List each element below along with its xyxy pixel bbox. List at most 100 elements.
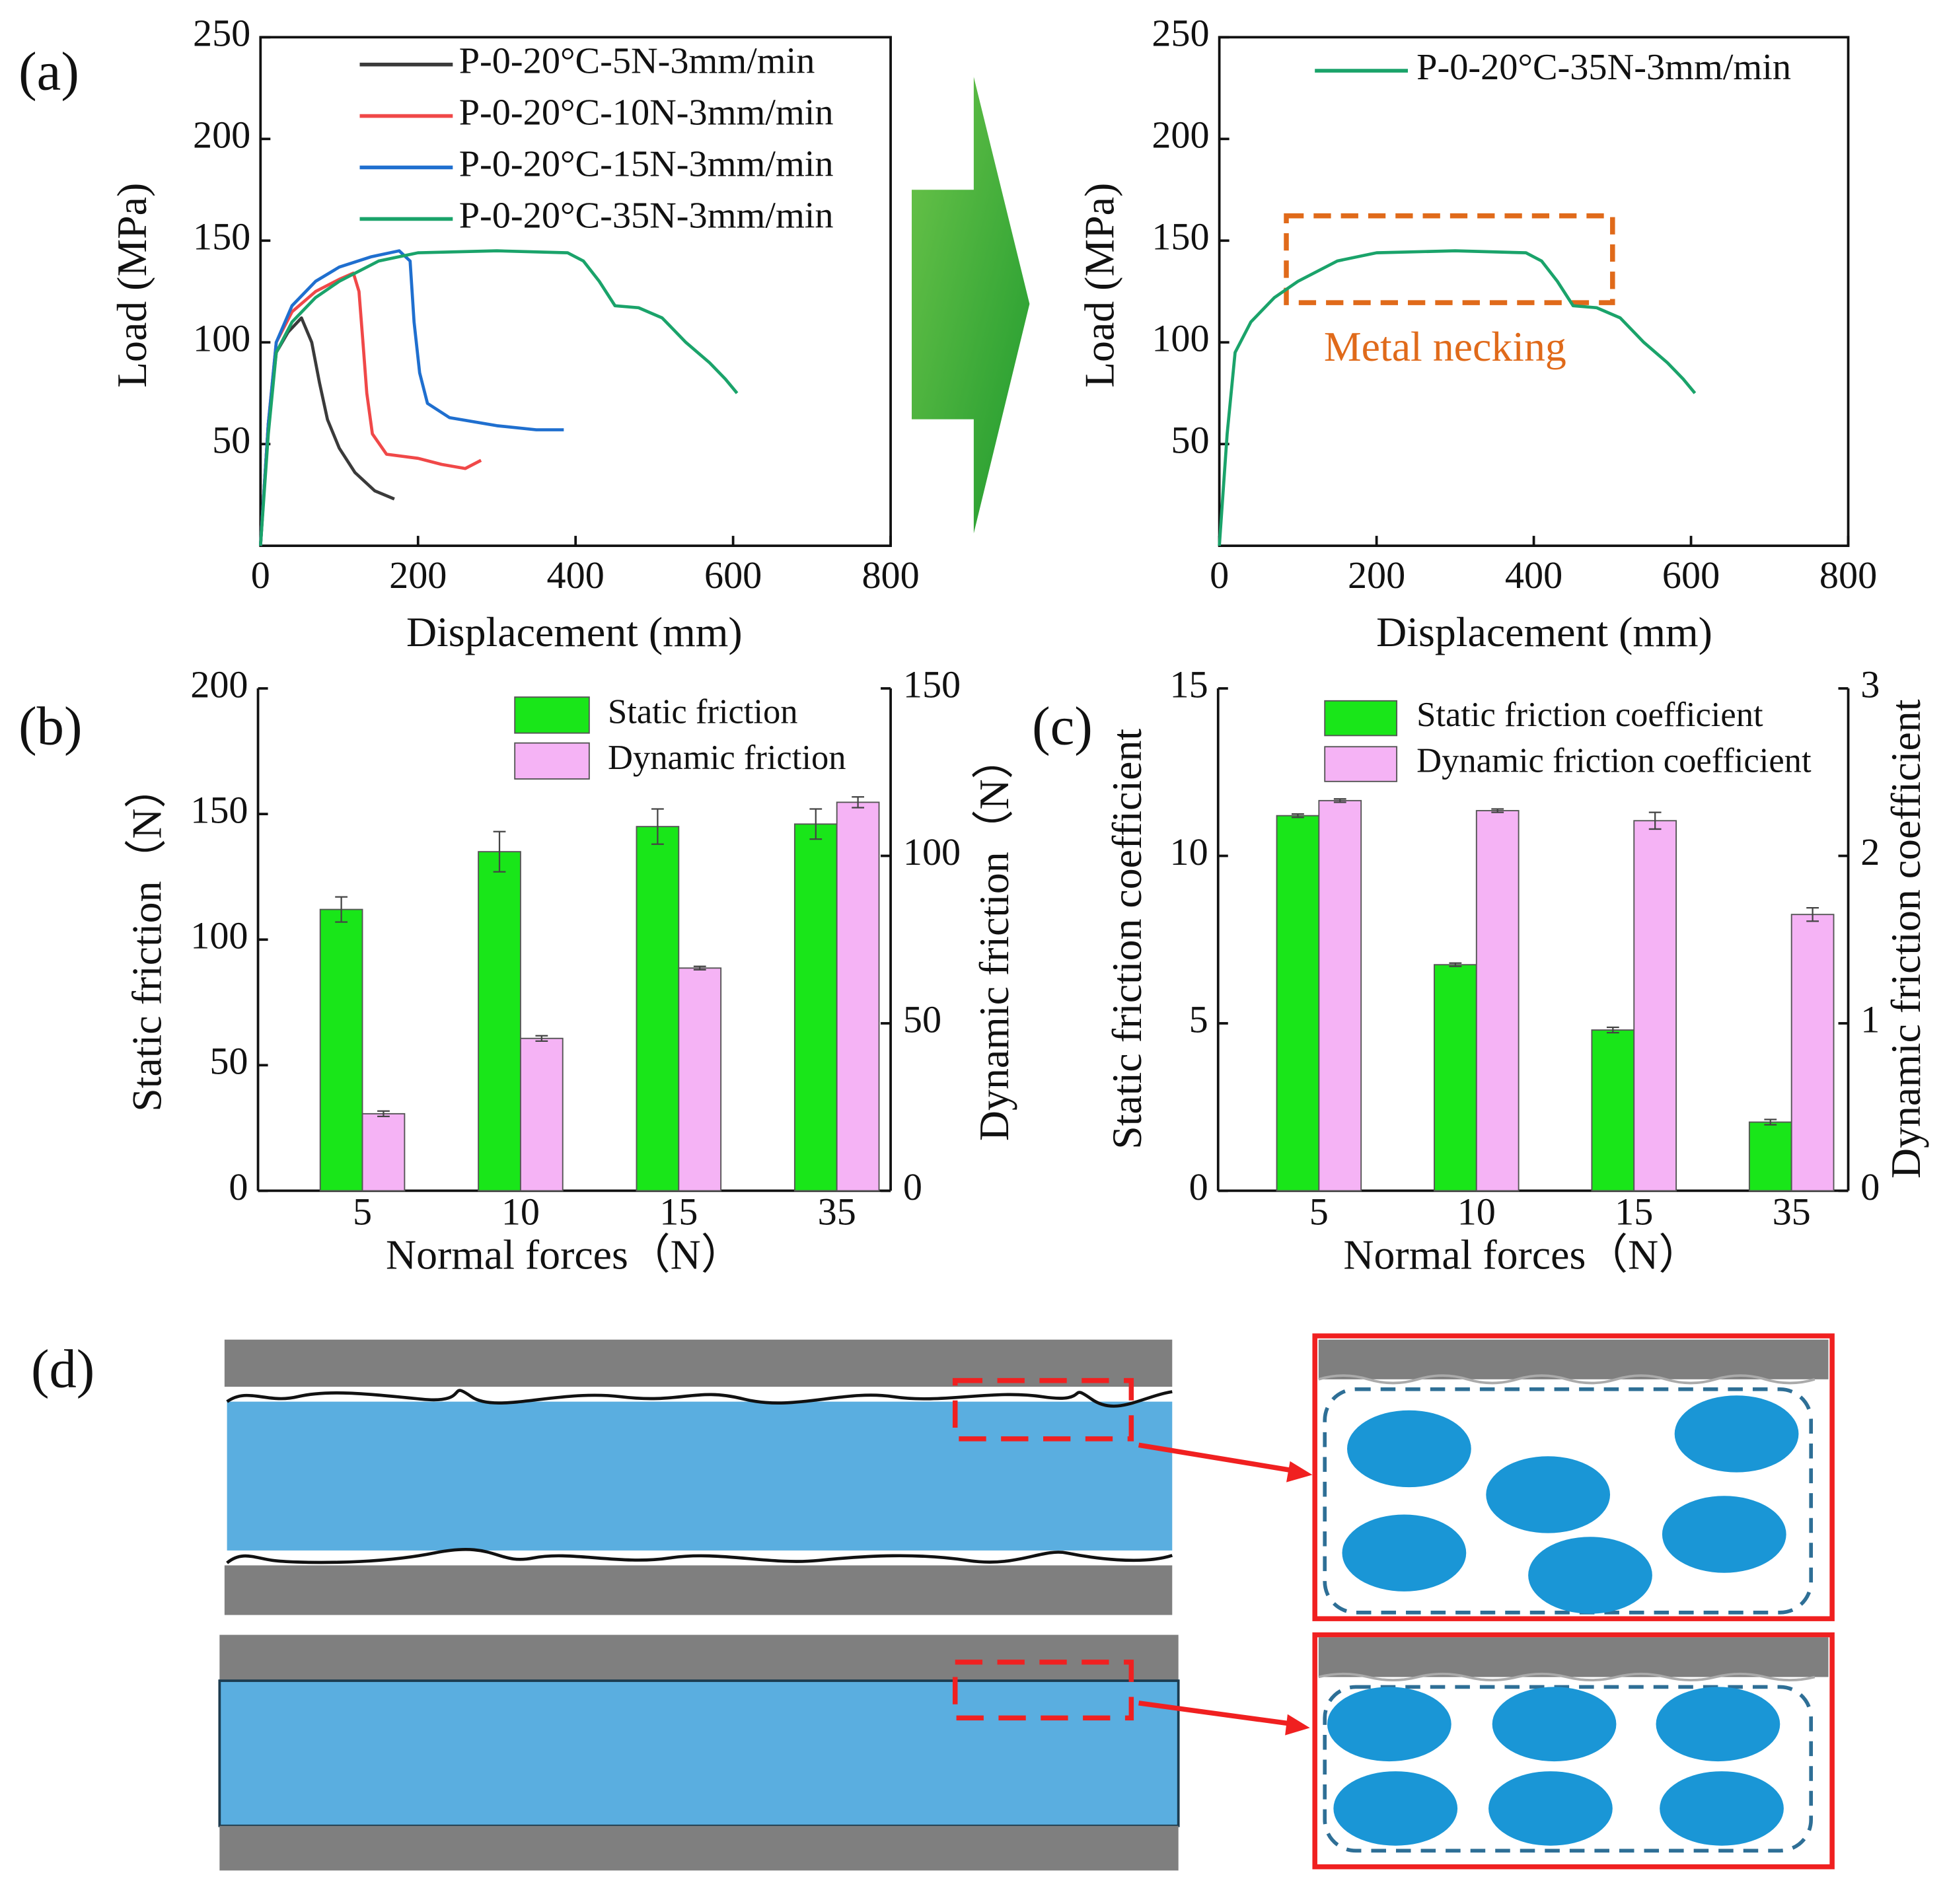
necking-box xyxy=(1284,213,1615,305)
y-axis-title: Load (MPa) xyxy=(1076,183,1123,388)
y-axis-title: Load (MPa) xyxy=(108,183,155,388)
legend-swatch xyxy=(1324,700,1398,737)
legend-label: P-0-20°C-5N-3mm/min xyxy=(459,41,815,82)
error-bar xyxy=(335,896,348,923)
x-tick-label: 10 xyxy=(501,1190,540,1233)
y2-tick-label: 1 xyxy=(1860,998,1880,1041)
legend-swatch xyxy=(514,696,590,734)
rough-surface xyxy=(226,1389,1173,1408)
arrow-head xyxy=(1285,1714,1310,1736)
y-tick-label: 15 xyxy=(1170,663,1208,706)
line-series xyxy=(258,316,395,546)
y-tick-label: 10 xyxy=(1170,830,1208,873)
error-bar xyxy=(1449,962,1462,967)
y2-axis-title: Dynamic friction coefficient xyxy=(1882,699,1929,1179)
sample-outline xyxy=(1323,1685,1814,1853)
error-bar xyxy=(493,830,506,873)
bar xyxy=(319,908,363,1192)
legend-label: Static friction coefficient xyxy=(1416,696,1763,734)
error-bar xyxy=(1806,906,1819,922)
legend-swatch xyxy=(1324,746,1398,782)
y2-tick-label: 0 xyxy=(1860,1165,1880,1208)
x-tick-label: 15 xyxy=(1615,1190,1653,1233)
particles xyxy=(1342,1395,1799,1614)
y2-tick-label: 3 xyxy=(1860,663,1880,706)
x-tick-label: 200 xyxy=(389,554,447,597)
plot-frame xyxy=(259,36,892,547)
particles xyxy=(1327,1687,1784,1846)
x-tick-label: 0 xyxy=(1210,554,1229,597)
panel-label: (d) xyxy=(31,1338,94,1399)
error-bar xyxy=(852,796,864,809)
panel-label: (c) xyxy=(1032,696,1093,756)
zoom-box xyxy=(952,1377,1134,1442)
x-tick-label: 800 xyxy=(862,554,919,597)
error-bar xyxy=(1764,1118,1777,1126)
x-axis-title: Normal forces（N） xyxy=(1343,1231,1701,1278)
y-tick-label: 0 xyxy=(229,1165,248,1208)
x-tick-label: 15 xyxy=(659,1190,698,1233)
error-bar xyxy=(377,1110,390,1118)
y-tick-label: 150 xyxy=(193,215,250,258)
y-tick-label: 100 xyxy=(190,914,248,957)
x-tick-label: 400 xyxy=(1505,554,1562,597)
bar xyxy=(519,1037,564,1192)
plot-frame xyxy=(1218,36,1850,547)
y-tick-label: 50 xyxy=(212,419,250,462)
arrow-head xyxy=(1286,1461,1313,1483)
x-tick-label: 35 xyxy=(818,1190,856,1233)
bar xyxy=(1591,1029,1635,1192)
plate xyxy=(224,1565,1173,1615)
legend-label: P-0-20°C-35N-3mm/min xyxy=(1416,47,1791,88)
legend-label: Dynamic friction coefficient xyxy=(1416,742,1812,780)
x-tick-label: 35 xyxy=(1773,1190,1811,1233)
error-bar xyxy=(1491,808,1504,813)
sample-outline xyxy=(1323,1387,1814,1615)
y-tick-label: 200 xyxy=(1152,114,1209,157)
legend-label: P-0-20°C-10N-3mm/min xyxy=(459,92,834,133)
zoom-arrow xyxy=(1138,1442,1297,1474)
x-tick-label: 0 xyxy=(251,554,270,597)
annotation: Metal necking xyxy=(1324,323,1566,370)
x-axis-title: Normal forces（N） xyxy=(386,1231,743,1278)
sample xyxy=(227,1401,1173,1551)
bar xyxy=(793,823,838,1192)
bar xyxy=(836,801,880,1192)
bar xyxy=(478,851,521,1192)
plate xyxy=(1318,1637,1829,1677)
error-bar xyxy=(693,965,706,970)
y2-tick-label: 50 xyxy=(903,998,941,1041)
legend-label: P-0-20°C-15N-3mm/min xyxy=(459,143,834,184)
y2-axis-title: Dynamic friction（N） xyxy=(971,737,1017,1142)
x-tick-label: 5 xyxy=(353,1190,372,1233)
x-axis-title: Displacement (mm) xyxy=(1376,608,1712,655)
legend-swatch xyxy=(514,742,590,780)
y-tick-label: 50 xyxy=(209,1040,248,1083)
y-tick-label: 250 xyxy=(193,12,250,55)
rough-surface xyxy=(226,1547,1173,1564)
bar xyxy=(1434,964,1477,1192)
y-axis-title: Static friction coefficient xyxy=(1103,729,1150,1150)
plate xyxy=(219,1634,1179,1681)
y-tick-label: 150 xyxy=(190,788,248,831)
bar xyxy=(1748,1121,1792,1192)
zoom-box xyxy=(952,1660,1134,1721)
bar xyxy=(636,826,680,1192)
y2-tick-label: 100 xyxy=(903,830,961,873)
y2-tick-label: 150 xyxy=(903,663,961,706)
panel-label: (a) xyxy=(18,40,79,101)
y2-tick-label: 2 xyxy=(1860,830,1880,873)
error-bar xyxy=(1606,1026,1619,1034)
x-tick-label: 600 xyxy=(704,554,762,597)
x-tick-label: 5 xyxy=(1309,1190,1329,1233)
x-axis-title: Displacement (mm) xyxy=(406,608,743,655)
plate xyxy=(219,1825,1179,1871)
y-tick-label: 50 xyxy=(1171,419,1209,462)
x-tick-label: 400 xyxy=(547,554,605,597)
legend-label: P-0-20°C-35N-3mm/min xyxy=(459,195,834,236)
error-bar xyxy=(809,808,823,840)
x-tick-label: 600 xyxy=(1662,554,1720,597)
y-tick-label: 250 xyxy=(1152,12,1209,55)
bar xyxy=(678,967,722,1192)
